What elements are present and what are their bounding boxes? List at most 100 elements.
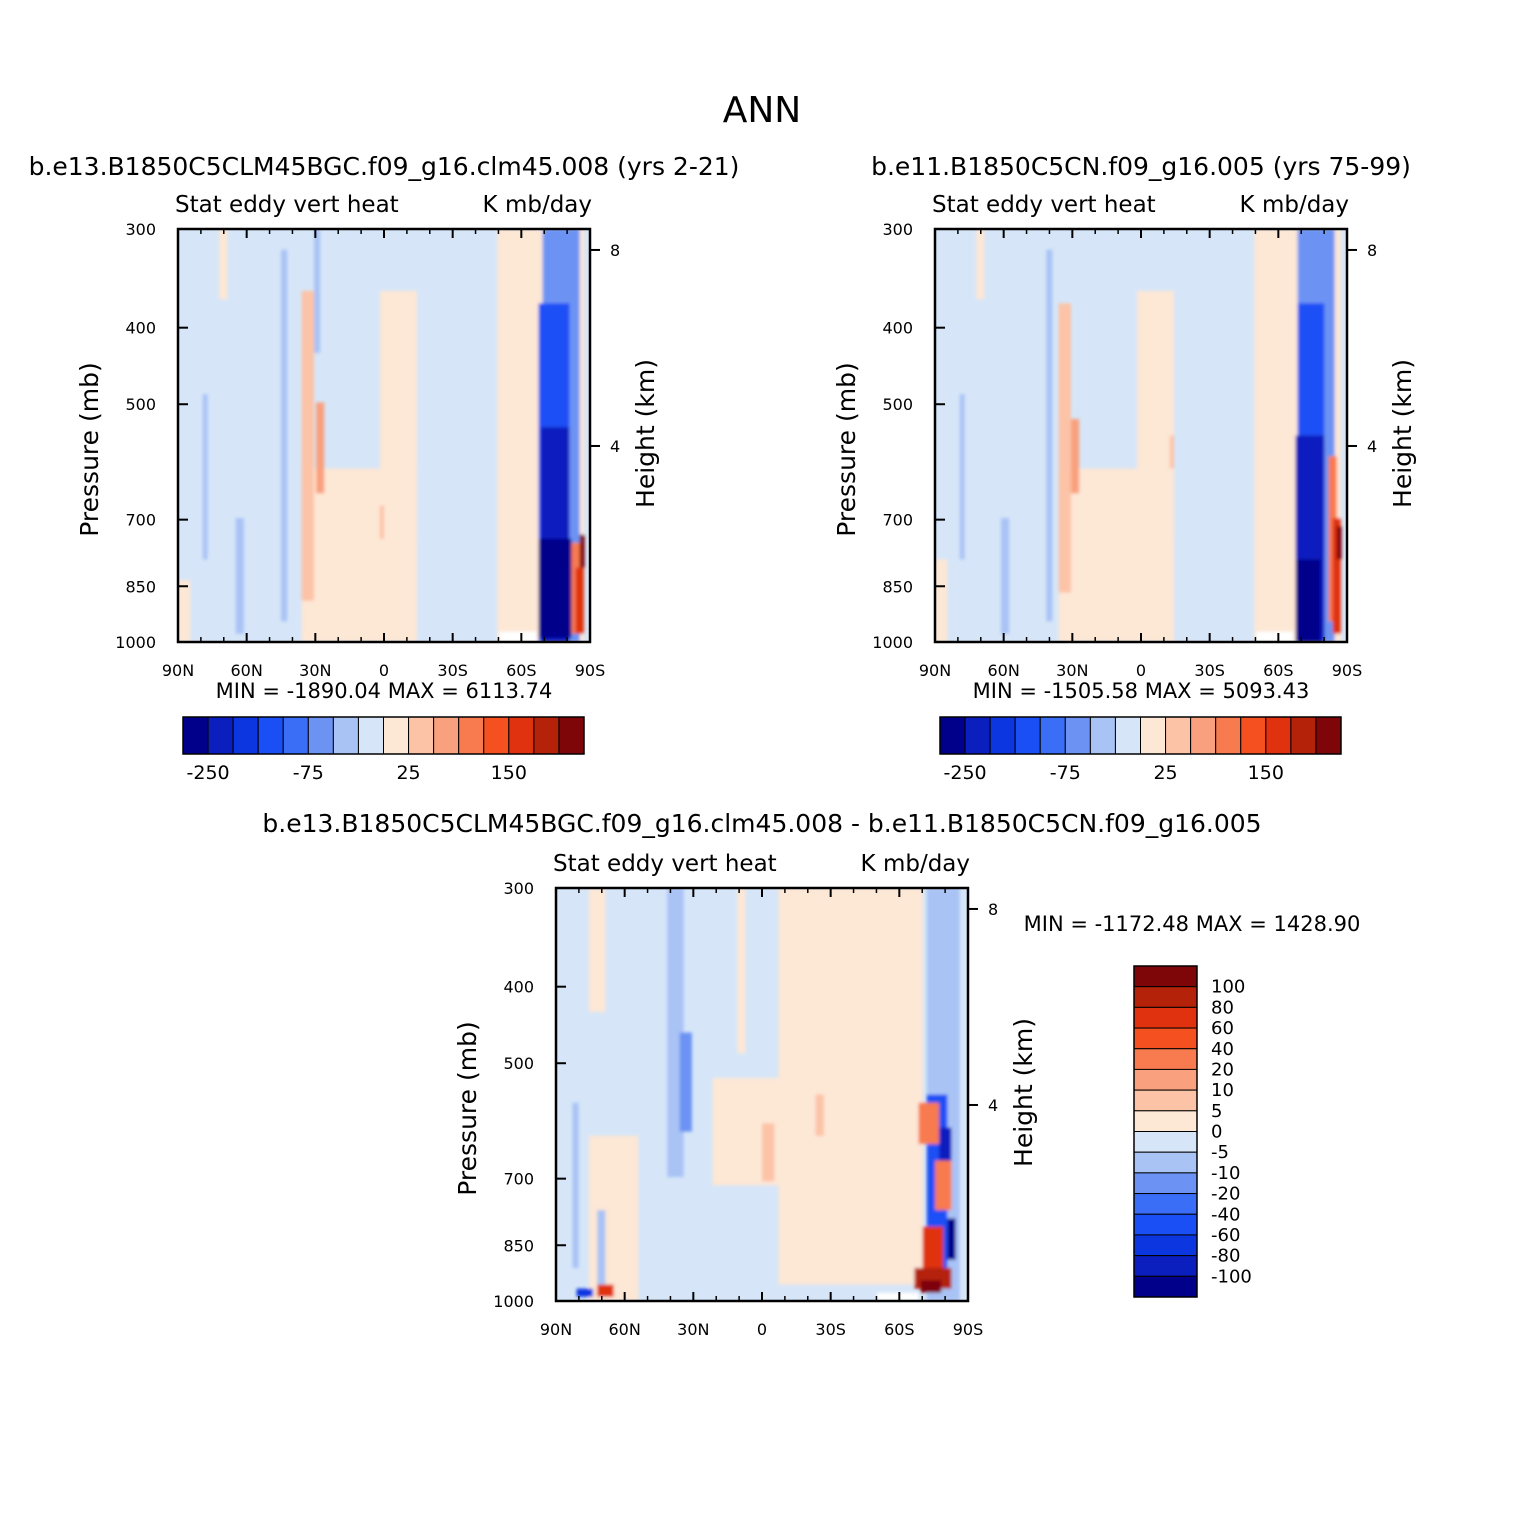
contour-region	[219, 229, 228, 300]
colorbar-label: -250	[944, 762, 987, 784]
colorbar-frame	[1133, 965, 1198, 1298]
colorbar-box	[458, 716, 485, 755]
y-tick-label: 850	[503, 1236, 534, 1255]
contour-region	[1336, 526, 1342, 560]
colorbar-box	[257, 716, 284, 755]
colorbar-box	[307, 716, 334, 755]
x-tick-label: 30N	[299, 661, 331, 680]
panel-left-label: Stat eddy vert heat	[932, 192, 1156, 218]
colorbar-label: -75	[1050, 762, 1081, 784]
colorbar-label: -60	[1211, 1225, 1240, 1246]
y-tick-label: 400	[882, 319, 913, 338]
contour-region	[1000, 518, 1010, 634]
colorbar-label: 25	[396, 762, 420, 784]
colorbar-box	[1240, 716, 1267, 755]
y-tick-label: 400	[503, 978, 534, 997]
panel-case1: b.e13.B1850C5CLM45BGC.f09_g16.clm45.008 …	[29, 152, 740, 784]
colorbar-label: 60	[1211, 1018, 1234, 1039]
x-tick-label: 60N	[988, 661, 1020, 680]
y2-tick-label: 8	[988, 900, 998, 919]
x-tick-label: 60N	[231, 661, 263, 680]
colorbar-frame	[939, 716, 1342, 755]
colorbar-box	[1290, 716, 1317, 755]
y-tick-label: 500	[503, 1054, 534, 1073]
panel-title: b.e13.B1850C5CLM45BGC.f09_g16.clm45.008 …	[29, 152, 740, 181]
colorbar-label: -20	[1211, 1184, 1240, 1205]
contour-region	[313, 229, 321, 353]
contour-region	[947, 1218, 956, 1260]
y-axis-title: Pressure (mb)	[75, 362, 104, 536]
colorbar-label: -80	[1211, 1246, 1240, 1267]
colorbar-box	[1133, 1068, 1198, 1091]
colorbar-box	[1133, 1213, 1198, 1236]
panel-title: b.e13.B1850C5CLM45BGC.f09_g16.clm45.008 …	[262, 809, 1261, 838]
contour-region	[538, 538, 572, 638]
colorbar-box	[232, 716, 259, 755]
colorbar-box	[1114, 716, 1141, 755]
page-title: ANN	[723, 90, 802, 131]
contour-region	[572, 1102, 579, 1268]
field-contours	[935, 229, 1342, 642]
colorbar-box	[1133, 965, 1198, 988]
contour-region	[588, 1135, 639, 1301]
x-tick-label: 60S	[1263, 661, 1294, 680]
field-contours	[178, 229, 585, 642]
contour-region	[935, 1160, 952, 1211]
panel-difference: b.e13.B1850C5CLM45BGC.f09_g16.clm45.008 …	[262, 809, 1360, 1339]
contour-region	[737, 888, 746, 1054]
x-tick-label: 0	[757, 1320, 767, 1339]
colorbar-box	[533, 716, 560, 755]
contour-region	[281, 249, 288, 622]
colorbar-label: 100	[1211, 977, 1245, 998]
colorbar-box	[1140, 716, 1167, 755]
y2-tick-label: 8	[1367, 241, 1377, 260]
contour-region	[235, 518, 244, 634]
heatmap-field	[935, 229, 1347, 642]
colorbar-box	[1133, 1193, 1198, 1215]
contour-region	[939, 1127, 952, 1161]
contour-region	[1136, 290, 1174, 539]
x-tick-label: 30S	[815, 1320, 846, 1339]
contour-region	[976, 229, 985, 300]
contour-region	[877, 1292, 919, 1301]
colorbar-box	[1133, 1172, 1198, 1195]
colorbar-label: -40	[1211, 1204, 1240, 1225]
y-tick-label: 300	[125, 220, 156, 239]
contour-region	[576, 1288, 594, 1297]
colorbar-label: -100	[1211, 1266, 1252, 1287]
contour-region	[202, 394, 208, 560]
colorbar-label: 150	[491, 762, 527, 784]
min-max-label: MIN = -1505.58 MAX = 5093.43	[973, 679, 1310, 703]
contour-region	[679, 1032, 692, 1132]
contour-region	[920, 1280, 942, 1293]
y-tick-label: 700	[882, 511, 913, 530]
colorbar-box	[207, 716, 234, 755]
contour-region	[301, 290, 314, 601]
contour-region	[815, 1094, 824, 1136]
contour-region	[959, 394, 965, 560]
colorbar-box	[1133, 1255, 1198, 1277]
y2-axis-title: Height (km)	[631, 359, 660, 508]
colorbar-box	[1215, 716, 1242, 755]
colorbar-label: 5	[1211, 1101, 1222, 1122]
colorbar-box	[1064, 716, 1091, 755]
contour-region	[379, 505, 384, 539]
contour-region	[1332, 518, 1341, 634]
colorbar-box	[1133, 1006, 1198, 1029]
x-tick-label: 30N	[1056, 661, 1088, 680]
contour-region	[1256, 631, 1294, 642]
panel-right-label: K mb/day	[1240, 192, 1349, 218]
panel-title: b.e11.B1850C5CN.f09_g16.005 (yrs 75-99)	[871, 152, 1411, 181]
colorbar: -250 -75 25 150	[182, 716, 585, 784]
y-axis-title: Pressure (mb)	[453, 1021, 482, 1195]
colorbar-label: -5	[1211, 1142, 1229, 1163]
contour-region	[499, 631, 537, 642]
panel-left-label: Stat eddy vert heat	[553, 851, 777, 877]
contour-region	[762, 1123, 775, 1182]
colorbar-box	[1315, 716, 1342, 755]
colorbar-box	[383, 716, 410, 755]
contour-region	[575, 567, 584, 634]
x-tick-label: 30S	[437, 661, 468, 680]
colorbar-box	[1133, 1027, 1198, 1050]
